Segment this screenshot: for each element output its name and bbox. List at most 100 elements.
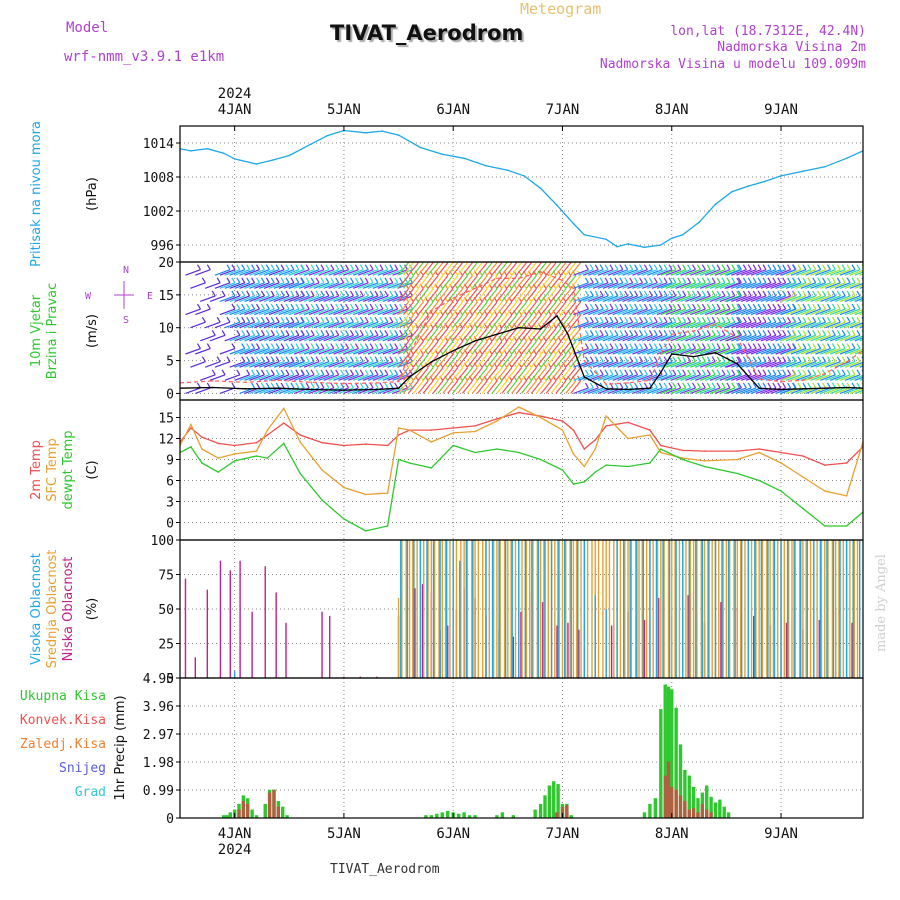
wind-barb	[726, 269, 742, 276]
wind-barb	[427, 367, 439, 381]
pressure-ytick-label: 996	[151, 239, 174, 254]
wind-barb	[432, 327, 444, 342]
wind-barb	[486, 327, 498, 342]
wind-barb	[765, 374, 781, 381]
wind-barb-flag	[772, 369, 777, 376]
wind-barb	[578, 334, 594, 342]
wind-barb-flag	[280, 382, 285, 389]
wind-barb	[612, 334, 628, 342]
bar-niska-oblacnost	[542, 602, 544, 678]
wind-barb	[278, 321, 295, 329]
wind-barb-flag	[260, 382, 265, 389]
wind-barb	[496, 288, 508, 302]
wind-barb-flag	[672, 290, 677, 297]
wind-barb-flag	[315, 382, 320, 389]
wind-barb-flag	[856, 277, 861, 284]
wind-barb	[810, 361, 826, 368]
series-line-pritisak-na-nivou-mora-point	[463, 157, 465, 160]
bar-srednja-oblacnost	[591, 540, 593, 678]
wind-barb-flag	[340, 316, 345, 323]
wind-barb-flag	[817, 316, 822, 323]
wind-barb	[583, 269, 599, 276]
wind-barb-flag	[851, 316, 856, 323]
wind-barb-flag	[772, 356, 777, 362]
bar-visoka-oblacnost	[740, 540, 743, 678]
bar-srednja-oblacnost	[718, 540, 720, 678]
wind-barb-flag	[404, 330, 409, 336]
wind-barb-flag	[658, 277, 663, 284]
wind-barb	[642, 295, 658, 302]
wind-barb-flag	[687, 356, 692, 362]
wind-barb-flag	[196, 264, 202, 270]
wind-barb	[612, 295, 628, 302]
wind-barb	[775, 282, 791, 289]
wind-barb	[670, 361, 686, 368]
wind-barb	[293, 269, 310, 276]
wind-barb-flag	[762, 356, 767, 362]
wind-barb	[466, 288, 478, 302]
wind-barb-flag	[658, 316, 663, 323]
series-line-speed-point	[758, 387, 760, 389]
wind-barb	[704, 282, 721, 289]
wind-barb	[333, 361, 349, 368]
wind-barb-flag	[599, 369, 604, 376]
bar-visoka-oblacnost	[767, 540, 769, 678]
wind-barb-flag	[846, 316, 851, 323]
wind-barb	[573, 347, 589, 355]
wind-barb	[239, 295, 255, 302]
wind-barb	[765, 282, 781, 289]
wind-barb	[412, 314, 424, 329]
wind-barb-flag	[201, 277, 206, 284]
wind-barb	[726, 308, 742, 316]
wind-barb-flag	[260, 356, 265, 362]
wind-barb	[810, 282, 826, 289]
wind-barb-flag	[672, 303, 677, 310]
wind-barb	[422, 327, 434, 342]
series-line-2m-temp-point	[594, 439, 597, 441]
wind-barb	[239, 269, 255, 276]
wind-barb-flag	[767, 290, 772, 297]
wind-barb-flag	[305, 264, 310, 270]
series-line-sfc-temp-point	[802, 476, 804, 478]
wind-barb-flag	[731, 290, 736, 297]
wind-barb	[362, 295, 379, 302]
wind-barb-flag	[404, 343, 409, 349]
wind-barb-flag	[831, 264, 836, 270]
wind-barb	[278, 374, 295, 381]
wind-barb-flag	[639, 369, 644, 376]
bar-srednja-oblacnost	[547, 540, 549, 678]
wind-barb	[289, 347, 305, 355]
wind-barb	[795, 295, 812, 302]
bar-ukupna-kisa	[653, 798, 658, 818]
wind-barb-flag	[696, 277, 701, 284]
wind-barb-flag	[782, 316, 787, 323]
wind-barb	[597, 269, 614, 276]
bar-srednja-oblacnost	[769, 540, 771, 678]
wind-barb-flag	[696, 369, 701, 376]
wind-barb	[815, 282, 831, 289]
wind-barb-flag	[624, 343, 629, 349]
wind-barb-flag	[736, 382, 741, 389]
wind-barb-flag	[826, 369, 832, 376]
wind-barb-flag	[345, 290, 350, 297]
bar-visoka-oblacnost	[642, 540, 645, 678]
bar-srednja-oblacnost	[802, 540, 804, 678]
wind-barb-flag	[831, 343, 836, 349]
wind-barb	[844, 282, 861, 289]
wind-barb	[328, 374, 344, 381]
series-line-2m-temp-point	[649, 429, 651, 431]
wind-barb-flag	[752, 290, 757, 297]
wind-barb	[646, 374, 663, 381]
wind-barb-flag	[792, 316, 797, 323]
wind-barb-flag	[624, 290, 629, 297]
wind-barb-flag	[300, 290, 305, 297]
wind-barb-flag	[226, 356, 231, 362]
series-line-gust-point	[802, 379, 804, 382]
wind-barb-flag	[310, 264, 315, 270]
wind-barb	[675, 387, 691, 394]
wind-barb-flag	[856, 303, 861, 310]
wind-barb-flag	[802, 330, 807, 336]
bar-visoka-oblacnost	[605, 609, 607, 678]
wind-barb	[313, 374, 330, 381]
wind-barb	[844, 347, 861, 355]
